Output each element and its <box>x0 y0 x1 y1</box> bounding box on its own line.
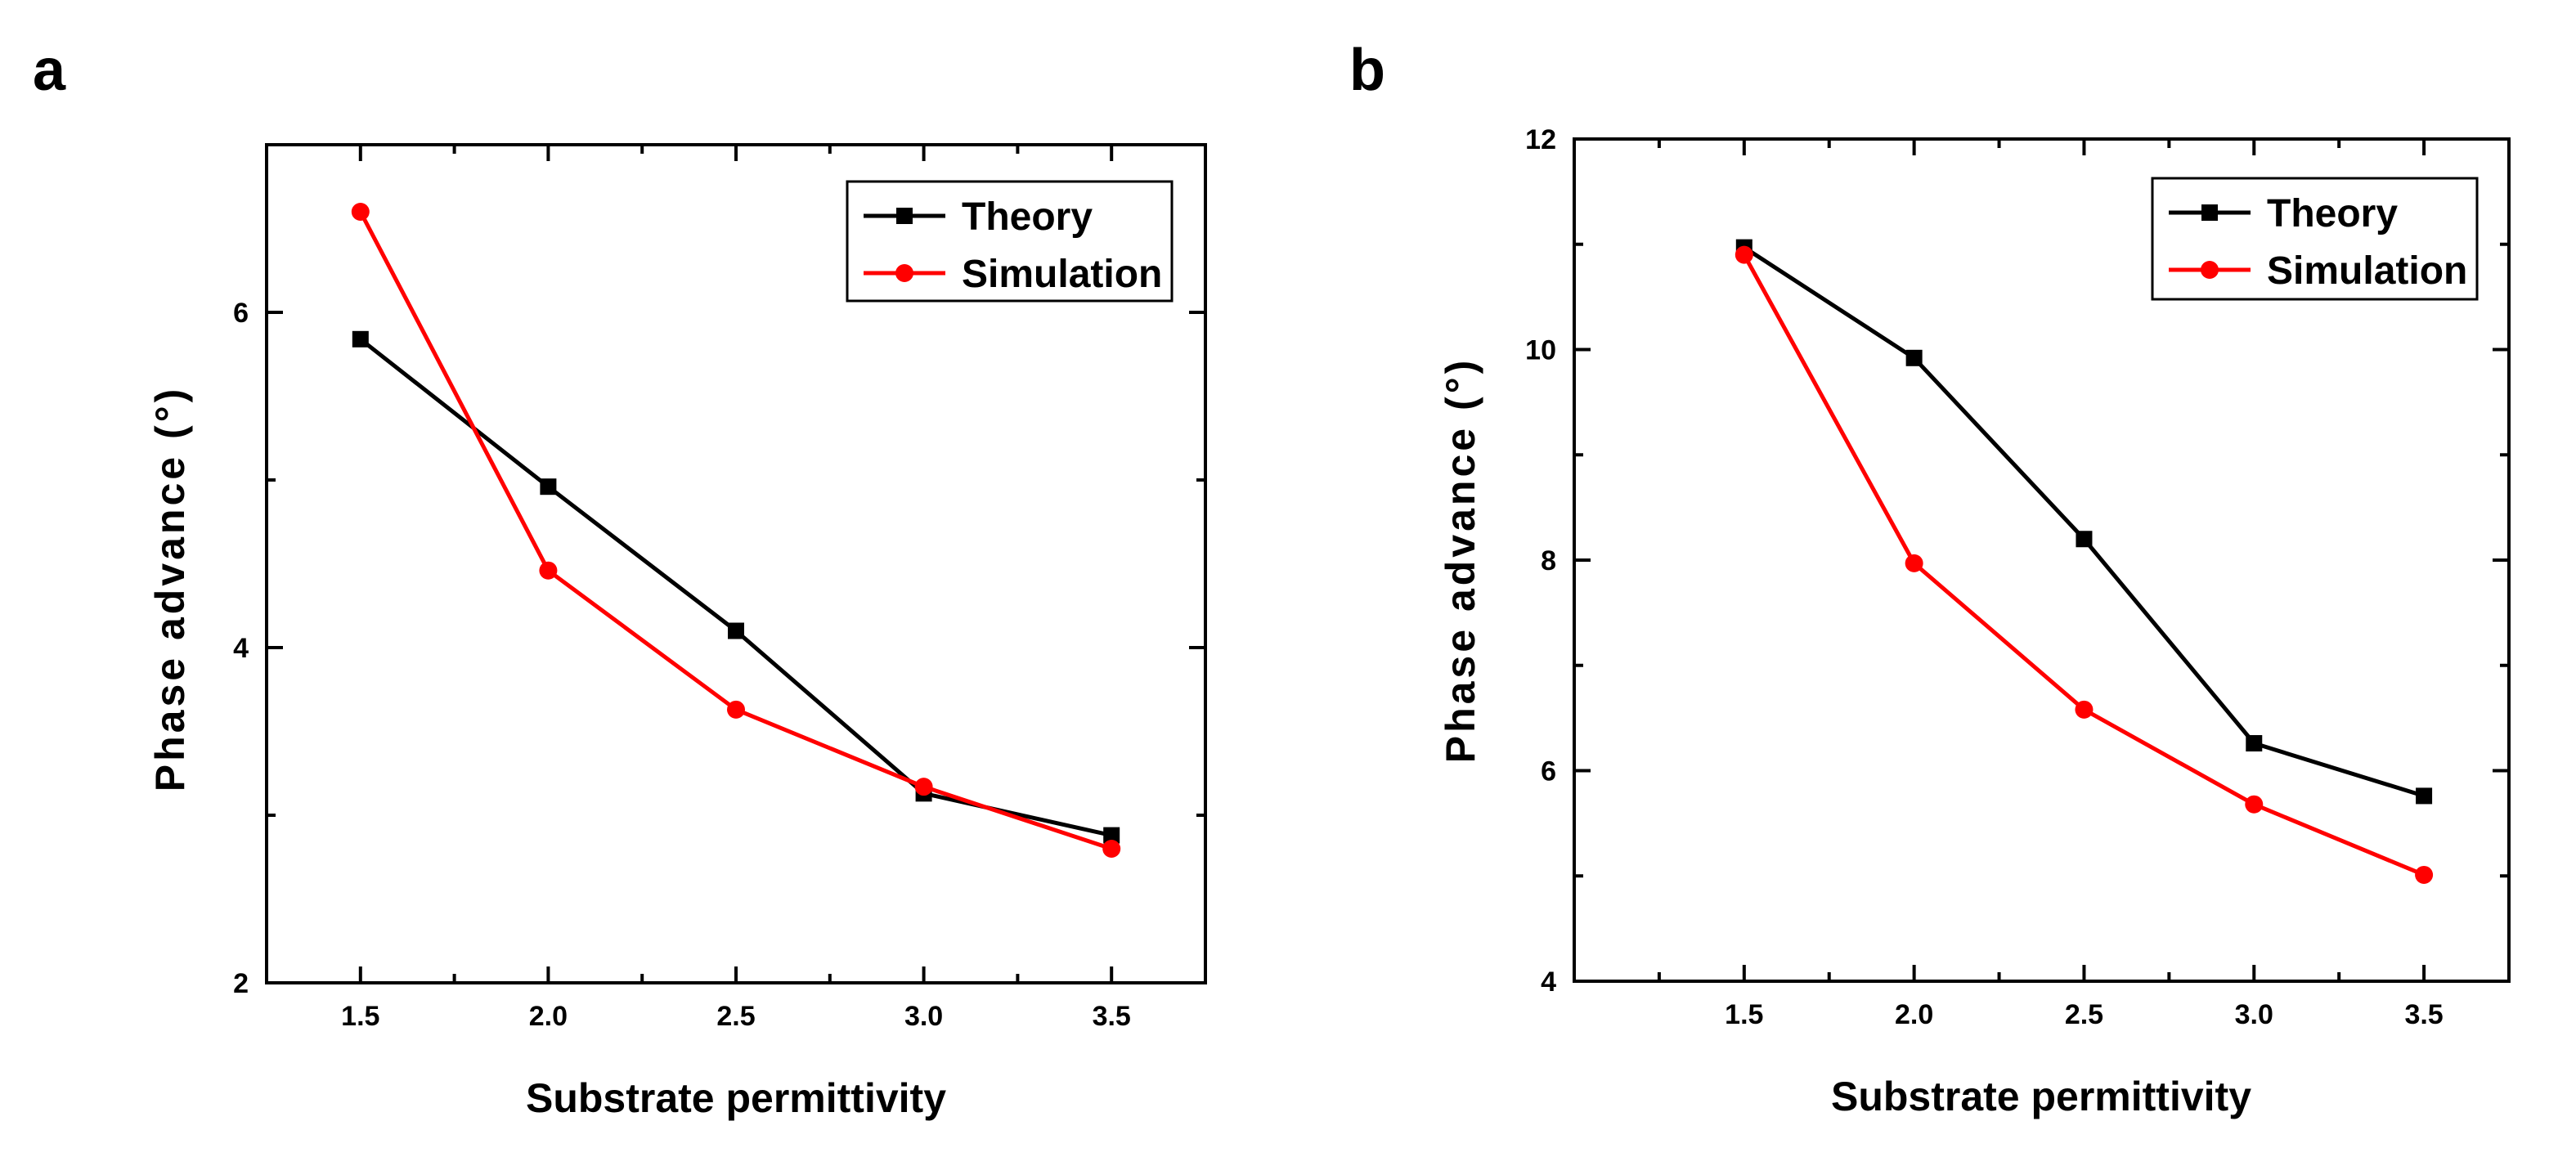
chart-a: 1.5 2.0 2.5 3.0 3.5 2 4 6 Substrate permittivity… <box>147 143 1207 1121</box>
data-point-simulation <box>1905 554 1923 572</box>
data-point-theory <box>1905 349 1923 366</box>
series-line-simulation <box>1742 253 2426 877</box>
data-point-theory <box>540 478 557 496</box>
data-point-theory <box>352 330 369 348</box>
x-axis-title: Substrate permittivity <box>526 1075 946 1121</box>
legend-marker-theory <box>896 208 913 224</box>
x-tick-label: 2.5 <box>716 1001 755 1032</box>
y-tick-label: 2 <box>233 968 249 999</box>
data-point-theory <box>2416 787 2433 805</box>
data-point-theory <box>1103 827 1120 844</box>
x-tick-label: 1.5 <box>341 1001 379 1032</box>
data-point-simulation <box>1735 245 1753 264</box>
x-tick-label: 2.5 <box>2065 999 2103 1030</box>
panel-b-label: b <box>1349 38 1385 103</box>
legend-box <box>2151 177 2479 301</box>
x-tick-label: 3.5 <box>2404 999 2443 1030</box>
data-point-simulation <box>727 700 745 719</box>
series-line-simulation <box>358 210 1112 851</box>
x-tick-label: 3.5 <box>1093 1001 1131 1032</box>
y-axis-title: Phase advance (°) <box>147 386 193 792</box>
x-tick-label: 3.0 <box>904 1001 943 1032</box>
data-point-theory <box>2076 531 2093 548</box>
data-point-simulation <box>2245 795 2264 814</box>
data-point-simulation <box>2075 700 2094 719</box>
y-tick-label: 10 <box>1525 335 1556 366</box>
x-tick-label: 1.5 <box>1725 999 1763 1030</box>
x-tick-label: 2.0 <box>1895 999 1933 1030</box>
y-tick-label: 8 <box>1541 545 1556 576</box>
data-point-simulation <box>351 203 370 221</box>
x-tick-label: 2.0 <box>529 1001 568 1032</box>
panel-a-label: a <box>33 38 66 103</box>
y-tick-label: 4 <box>233 633 249 664</box>
y-tick-label: 6 <box>233 298 249 329</box>
legend-label-theory: Theory <box>2267 192 2398 235</box>
y-tick-label: 6 <box>1541 756 1556 787</box>
data-point-theory <box>2246 735 2263 752</box>
x-axis-title: Substrate permittivity <box>1831 1074 2251 1119</box>
legend-marker-simulation <box>2201 261 2219 279</box>
data-point-simulation <box>1102 840 1121 858</box>
y-tick-label: 4 <box>1541 966 1556 998</box>
chart-b: 1.5 2.0 2.5 3.0 3.5 4 6 8 10 12 Substrate permitti… <box>1438 124 2511 1119</box>
data-point-simulation <box>2415 865 2434 884</box>
legend-label-theory: Theory <box>962 195 1093 239</box>
x-tick-label: 3.0 <box>2235 999 2273 1030</box>
y-axis-title: Phase advance (°) <box>1438 357 1483 764</box>
data-point-theory <box>728 622 744 639</box>
y-tick-label: 12 <box>1525 124 1556 155</box>
data-point-simulation <box>539 561 558 580</box>
legend-label-simulation: Simulation <box>2267 249 2467 293</box>
legend-marker-simulation <box>895 264 913 282</box>
series-line-theory <box>359 337 1112 838</box>
legend-label-simulation: Simulation <box>962 253 1162 296</box>
data-point-simulation <box>914 778 933 796</box>
legend-marker-theory <box>2201 204 2218 221</box>
